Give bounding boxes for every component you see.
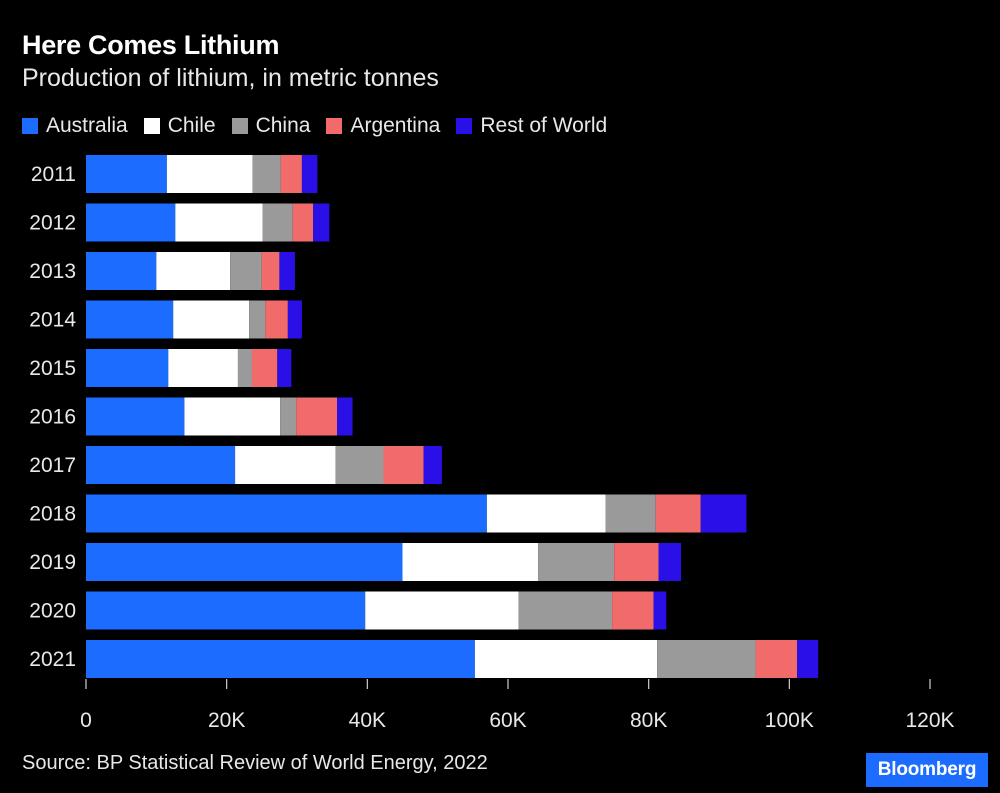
bar-rest-of-world-2021 (797, 640, 819, 678)
bar-argentina-2013 (261, 252, 280, 290)
source-note: Source: BP Statistical Review of World E… (22, 752, 488, 774)
legend-item-chile: Chile (143, 114, 216, 138)
bar-argentina-2016 (296, 397, 338, 436)
x-tick-label: 60K (489, 709, 526, 732)
bar-australia-2019 (86, 543, 403, 581)
bar-chile-2012 (175, 203, 263, 242)
chart-subtitle: Production of lithium, in metric tonnes (22, 64, 439, 92)
bar-argentina-2012 (292, 203, 314, 242)
bar-chile-2021 (474, 640, 658, 678)
bar-argentina-2018 (655, 494, 701, 533)
bar-rest-of-world-2020 (653, 591, 667, 630)
y-tick-label: 2018 (29, 503, 76, 526)
bar-australia-2016 (86, 397, 185, 436)
bar-argentina-2019 (614, 543, 659, 581)
bar-rest-of-world-2019 (658, 543, 682, 581)
y-tick-label: 2021 (29, 648, 76, 671)
legend-label: Chile (167, 114, 216, 137)
bar-chile-2014 (173, 300, 250, 339)
x-tick-label: 80K (630, 709, 667, 732)
bar-rest-of-world-2014 (287, 300, 302, 339)
bar-australia-2021 (86, 640, 475, 678)
y-tick-label: 2015 (29, 357, 76, 380)
bar-chile-2016 (184, 397, 281, 436)
legend-label: Argentina (350, 114, 441, 137)
bar-australia-2011 (86, 155, 167, 193)
bar-australia-2018 (86, 494, 487, 533)
bar-china-2014 (249, 300, 266, 339)
y-tick-label: 2013 (29, 260, 76, 283)
bar-china-2012 (262, 203, 293, 242)
bar-argentina-2017 (383, 446, 424, 484)
legend-swatch (231, 118, 248, 134)
bar-chile-2013 (156, 252, 231, 290)
bar-australia-2012 (86, 203, 176, 242)
legend-item-rest-of-world: Rest of World (456, 114, 607, 138)
bar-chile-2019 (402, 543, 539, 581)
bloomberg-logo: Bloomberg (866, 753, 988, 787)
bar-rest-of-world-2015 (277, 349, 292, 387)
x-tick-label: 0 (80, 709, 92, 732)
x-tick-label: 40K (349, 709, 386, 732)
bar-chile-2017 (235, 446, 336, 484)
bar-argentina-2011 (280, 155, 302, 193)
legend-item-argentina: Argentina (326, 114, 440, 138)
bar-china-2013 (230, 252, 262, 290)
bar-argentina-2021 (755, 640, 798, 678)
bar-chile-2011 (166, 155, 253, 193)
legend-label: Australia (46, 114, 128, 137)
y-tick-label: 2012 (29, 212, 76, 235)
bar-chile-2015 (168, 349, 238, 387)
bar-china-2020 (518, 591, 613, 630)
y-tick-label: 2014 (29, 309, 76, 332)
y-tick-label: 2017 (29, 454, 76, 477)
stacked-bar-chart: 2011 2012 2013 2014 2015 2016 2017 2018 2019 2020… (29, 155, 955, 732)
bar-argentina-2014 (265, 300, 288, 339)
bar-chile-2018 (486, 494, 606, 533)
x-tick-label: 120K (905, 709, 954, 732)
bar-china-2011 (252, 155, 281, 193)
y-tick-label: 2011 (31, 163, 76, 186)
bar-australia-2013 (86, 252, 157, 290)
bar-china-2017 (335, 446, 384, 484)
bar-china-2016 (280, 397, 297, 436)
bar-china-2021 (657, 640, 756, 678)
y-tick-label: 2016 (29, 406, 76, 429)
legend-swatch (456, 118, 473, 134)
x-tick-label: 20K (208, 709, 245, 732)
bar-australia-2020 (86, 591, 366, 630)
legend-label: China (255, 114, 311, 137)
bar-australia-2015 (86, 349, 169, 387)
legend-item-china: China (231, 114, 311, 138)
x-tick-label: 100K (765, 709, 814, 732)
bar-rest-of-world-2018 (700, 494, 747, 533)
legend-swatch (326, 118, 343, 134)
bar-rest-of-world-2016 (337, 397, 353, 436)
bar-china-2015 (237, 349, 252, 387)
bar-australia-2017 (86, 446, 236, 484)
legend-item-australia: Australia (22, 114, 128, 138)
y-tick-label: 2020 (29, 600, 76, 623)
y-tick-label: 2019 (29, 551, 76, 574)
legend-label: Rest of World (480, 114, 608, 137)
bar-argentina-2015 (251, 349, 278, 387)
bar-argentina-2020 (612, 591, 654, 630)
legend: Australia Chile China Argentina Rest of Worl… (22, 114, 623, 138)
chart-title: Here Comes Lithium (22, 30, 280, 60)
bar-rest-of-world-2012 (313, 203, 330, 242)
bar-rest-of-world-2017 (423, 446, 442, 484)
bar-chile-2020 (365, 591, 519, 630)
legend-swatch (143, 118, 160, 134)
bar-rest-of-world-2011 (301, 155, 318, 193)
bar-australia-2014 (86, 300, 174, 339)
bar-china-2019 (538, 543, 615, 581)
legend-swatch (22, 118, 38, 134)
bar-rest-of-world-2013 (279, 252, 295, 290)
bar-china-2018 (605, 494, 656, 533)
